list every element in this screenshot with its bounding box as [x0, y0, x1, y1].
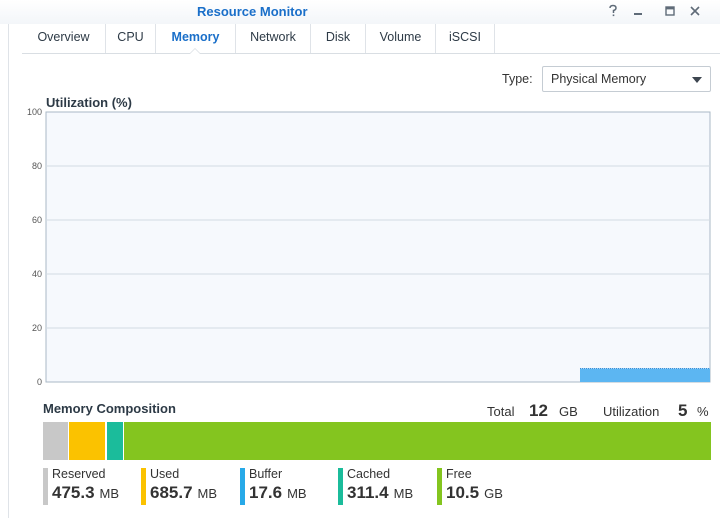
utilization-label: Utilization [603, 404, 660, 419]
active-tab-indicator [189, 48, 201, 54]
legend-value: 475.3 MB [52, 483, 120, 502]
total-label: Total [487, 404, 515, 419]
type-dropdown[interactable]: Physical Memory [542, 66, 711, 92]
y-tick-label: 40 [32, 269, 42, 279]
utilization-area [580, 368, 710, 382]
y-tick-label: 100 [27, 107, 42, 117]
type-dropdown-value: Physical Memory [551, 72, 647, 86]
legend-value: 311.4 MB [347, 483, 414, 502]
bar-segment-cached [107, 422, 125, 460]
title-bar: Resource Monitor [0, 0, 720, 24]
y-tick-label: 20 [32, 323, 42, 333]
tab-bar: Overview CPU Memory Network Disk Volume … [22, 24, 720, 54]
legend-label: Free [446, 467, 472, 481]
chevron-down-icon[interactable] [692, 77, 702, 83]
legend-value: 685.7 MB [150, 483, 218, 502]
legend-reserved: Reserved 475.3 MB [43, 467, 143, 505]
tab-iscsi[interactable]: iSCSI [435, 24, 495, 53]
grid-lines [46, 165, 710, 329]
y-axis-ticks: 100 80 60 40 20 0 [27, 107, 42, 387]
chart-title: Utilization (%) [46, 95, 132, 110]
series-area [580, 368, 710, 382]
question-icon[interactable] [605, 3, 621, 19]
y-tick-label: 60 [32, 215, 42, 225]
tab-disk[interactable]: Disk [310, 24, 365, 53]
bar-segment-free [124, 422, 711, 460]
legend-cached: Cached 311.4 MB [338, 467, 438, 505]
plot-area [45, 111, 711, 383]
total-value: 12 [529, 401, 548, 420]
tab-network[interactable]: Network [235, 24, 310, 53]
legend-free: Free 10.5 GB [437, 467, 537, 505]
legend-swatch [240, 468, 245, 505]
y-tick-label: 0 [37, 377, 42, 387]
legend-swatch [141, 468, 146, 505]
legend-label: Reserved [52, 467, 106, 481]
bar-segment-buffer [106, 422, 108, 460]
close-icon[interactable] [687, 3, 703, 19]
tab-memory[interactable]: Memory [155, 24, 235, 53]
minimize-icon[interactable] [630, 3, 646, 19]
legend-swatch [437, 468, 442, 505]
legend-buffer: Buffer 17.6 MB [240, 467, 340, 505]
y-tick-label: 80 [32, 161, 42, 171]
legend-label: Buffer [249, 467, 283, 481]
bar-segment-used [68, 422, 107, 460]
window-title: Resource Monitor [197, 4, 308, 19]
utilization-value: 5 [678, 401, 688, 420]
tab-overview[interactable]: Overview [37, 30, 90, 44]
memory-composition-bar [43, 422, 711, 460]
tab-volume[interactable]: Volume [365, 24, 435, 53]
utilization-chart: 100 80 60 40 20 0 [27, 107, 711, 387]
maximize-icon[interactable] [662, 3, 678, 19]
composition-title: Memory Composition [43, 401, 176, 416]
legend-swatch [43, 468, 48, 505]
bar-segment-reserved [43, 422, 69, 460]
type-label: Type: [502, 72, 533, 86]
tab-cpu[interactable]: CPU [105, 24, 155, 53]
legend-used: Used 685.7 MB [141, 467, 241, 505]
legend-swatch [338, 468, 343, 505]
legend-label: Used [150, 467, 180, 481]
total-unit: GB [559, 404, 578, 419]
utilization-unit: % [697, 404, 709, 419]
left-border [8, 24, 9, 518]
legend-value: 17.6 MB [249, 483, 307, 502]
legend-value: 10.5 GB [446, 483, 503, 502]
legend-label: Cached [347, 467, 391, 481]
